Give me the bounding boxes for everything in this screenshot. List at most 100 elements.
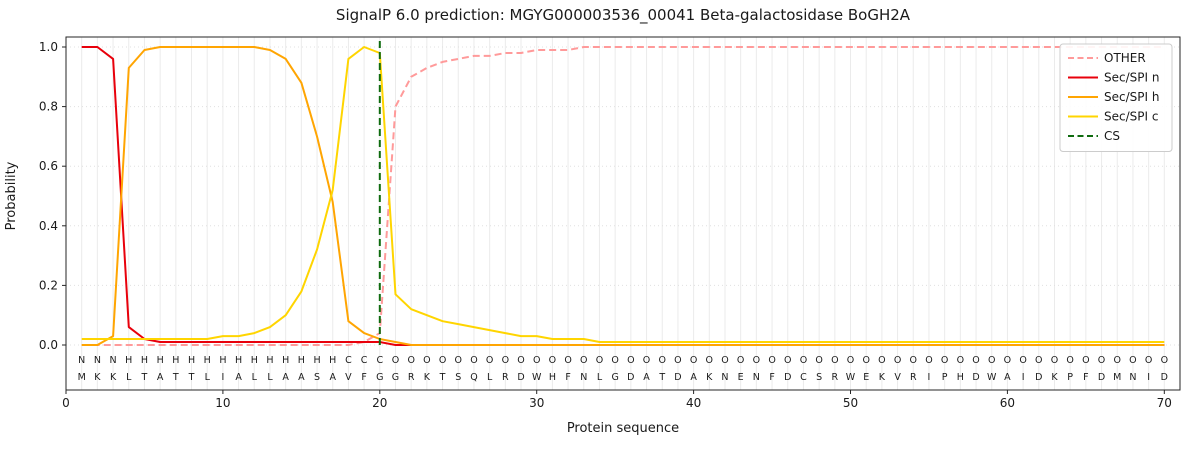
region-label-letter: O: [407, 355, 414, 366]
sequence-letter: F: [769, 372, 774, 383]
sequence-letter: I: [1022, 372, 1025, 383]
sequence-letter: A: [235, 372, 242, 383]
sequence-letter: I: [1147, 372, 1150, 383]
sequence-letter: D: [517, 372, 524, 383]
legend-label: CS: [1104, 129, 1120, 143]
sequence-letter: G: [611, 372, 618, 383]
region-label-letter: N: [78, 355, 85, 366]
y-tick-label: 0.8: [39, 100, 58, 114]
legend-box: [1059, 43, 1173, 152]
region-label-letter: H: [251, 355, 258, 366]
legend-label: Sec/SPI h: [1104, 90, 1159, 104]
sequence-letter: L: [126, 372, 132, 383]
region-label-letter: H: [235, 355, 242, 366]
sequence-letter: K: [110, 372, 117, 383]
sequence-letter: N: [753, 372, 760, 383]
region-label-letter: O: [910, 355, 917, 366]
sequence-letter: T: [188, 372, 195, 383]
sequence-letter: L: [487, 372, 493, 383]
letters-layer: NMNKNKHLHTHAHTHTHLHIHAHLHLHAHAHSHACVCFCG…: [78, 355, 1168, 383]
x-tick-label: 0: [62, 396, 70, 410]
sequence-letter: V: [345, 372, 352, 383]
legend: OTHER Sec/SPI n Sec/SPI h Sec/SPI c CS: [1059, 43, 1173, 152]
sequence-letter: F: [361, 372, 366, 383]
sequence-letter: S: [455, 372, 461, 383]
region-label-letter: O: [517, 355, 524, 366]
sequence-letter: K: [424, 372, 431, 383]
sequence-letter: G: [376, 372, 383, 383]
region-label-letter: H: [188, 355, 195, 366]
sequence-letter: K: [94, 372, 101, 383]
sequence-letter: F: [565, 372, 570, 383]
sequence-letter: P: [1067, 372, 1073, 383]
region-label-letter: O: [768, 355, 775, 366]
chart-title: SignalP 6.0 prediction: MGYG000003536_00…: [336, 6, 911, 25]
y-tick-label: 0.4: [39, 219, 58, 233]
sequence-letter: L: [597, 372, 603, 383]
region-label-letter: H: [141, 355, 148, 366]
series-line-other: [81, 46, 1165, 346]
x-tick-label: 70: [1157, 396, 1172, 410]
region-label-letter: O: [800, 355, 807, 366]
region-label-letter: O: [925, 355, 932, 366]
region-label-letter: O: [1082, 355, 1089, 366]
sequence-letter: E: [738, 372, 744, 383]
region-label-letter: O: [1098, 355, 1105, 366]
sequence-letter: C: [800, 372, 807, 383]
sequence-letter: L: [252, 372, 258, 383]
sequence-letter: T: [658, 372, 665, 383]
region-label-letter: H: [282, 355, 289, 366]
region-label-letter: O: [862, 355, 869, 366]
sequence-letter: R: [910, 372, 917, 383]
sequence-letter: A: [157, 372, 164, 383]
region-label-letter: O: [564, 355, 571, 366]
sequence-letter: D: [627, 372, 634, 383]
region-label-letter: O: [533, 355, 540, 366]
sequence-letter: L: [205, 372, 211, 383]
series-line-sec-spi-h: [81, 46, 1165, 346]
region-label-letter: O: [815, 355, 822, 366]
y-tick-label: 0.0: [39, 338, 58, 352]
sequence-letter: N: [1129, 372, 1136, 383]
x-tick-label: 10: [215, 396, 230, 410]
region-label-letter: O: [988, 355, 995, 366]
sequence-letter: A: [643, 372, 650, 383]
region-label-letter: O: [486, 355, 493, 366]
sequence-letter: D: [1098, 372, 1105, 383]
region-label-letter: N: [110, 355, 117, 366]
sequence-letter: K: [879, 372, 886, 383]
region-label-letter: H: [172, 355, 179, 366]
x-tick-label: 30: [529, 396, 544, 410]
sequence-letter: M: [78, 372, 86, 383]
region-label-letter: H: [298, 355, 305, 366]
sequence-letter: W: [846, 372, 856, 383]
sequence-letter: A: [1004, 372, 1011, 383]
region-label-letter: O: [831, 355, 838, 366]
sequence-letter: D: [972, 372, 979, 383]
region-label-letter: O: [894, 355, 901, 366]
sequence-letter: L: [267, 372, 273, 383]
axes-box: [65, 36, 1181, 391]
series-line-sec-spi-n: [81, 46, 1165, 346]
region-label-letter: H: [313, 355, 320, 366]
region-label-letter: O: [470, 355, 477, 366]
sequence-letter: A: [329, 372, 336, 383]
region-label-letter: O: [611, 355, 618, 366]
region-label-letter: O: [1004, 355, 1011, 366]
region-label-letter: O: [643, 355, 650, 366]
region-label-letter: O: [658, 355, 665, 366]
y-tick-label: 0.6: [39, 159, 58, 173]
region-label-letter: H: [204, 355, 211, 366]
region-label-letter: H: [266, 355, 273, 366]
sequence-letter: K: [1051, 372, 1058, 383]
sequence-letter: W: [532, 372, 542, 383]
region-label-letter: O: [1019, 355, 1026, 366]
x-tick-label: 50: [843, 396, 858, 410]
region-label-letter: C: [376, 355, 383, 366]
region-label-letter: O: [957, 355, 964, 366]
x-axis-label: Protein sequence: [567, 421, 679, 436]
region-label-letter: O: [941, 355, 948, 366]
region-label-letter: O: [1035, 355, 1042, 366]
region-label-letter: O: [706, 355, 713, 366]
